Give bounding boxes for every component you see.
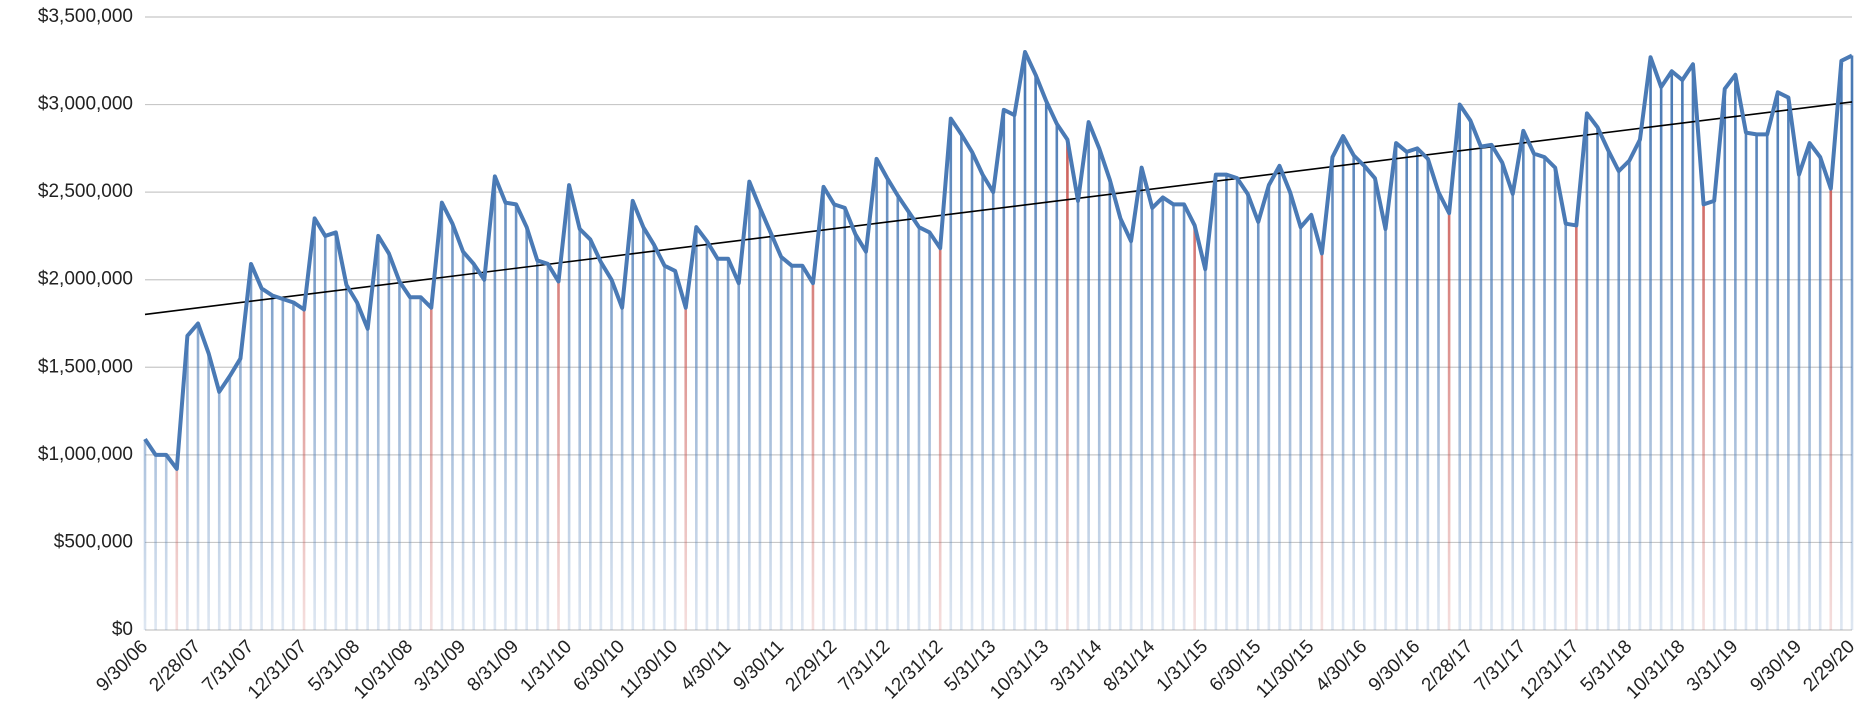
- x-tick-label: 3/31/09: [410, 636, 470, 696]
- x-tick-label: 10/31/13: [986, 636, 1053, 703]
- x-tick-label: 2/28/07: [145, 636, 205, 696]
- y-tick-label: $500,000: [54, 531, 133, 552]
- x-tick-label: 12/31/12: [880, 636, 947, 703]
- x-tick-label: 1/31/10: [516, 636, 576, 696]
- x-tick-label: 2/29/20: [1799, 636, 1859, 696]
- x-tick-label: 11/30/10: [616, 636, 682, 702]
- x-tick-label: 4/30/11: [677, 636, 736, 695]
- x-tick-label: 11/30/15: [1252, 636, 1318, 702]
- x-tick-label: 9/30/06: [92, 636, 152, 696]
- data-line: [143, 50, 1853, 471]
- y-tick-label: $1,000,000: [38, 444, 133, 465]
- x-tick-label: 12/31/17: [1516, 636, 1583, 703]
- x-tick-label: 9/30/16: [1365, 636, 1425, 696]
- y-tick-label: $1,500,000: [38, 356, 133, 377]
- y-tick-label: $2,500,000: [38, 181, 133, 202]
- x-tick-label: 8/31/09: [463, 636, 523, 696]
- x-tick-label: 10/31/18: [1622, 636, 1689, 703]
- y-tick-label: $2,000,000: [38, 269, 133, 290]
- x-tick-label: 9/30/19: [1746, 636, 1806, 696]
- x-tick-label: 1/31/15: [1153, 636, 1213, 696]
- trendline: [144, 101, 1853, 316]
- x-tick-label: 3/31/19: [1683, 636, 1743, 696]
- y-tick-label: $3,500,000: [38, 6, 133, 27]
- x-tick-label: 8/31/14: [1100, 636, 1160, 696]
- x-tick-label: 2/28/17: [1418, 636, 1478, 696]
- x-tick-label: 9/30/11: [730, 636, 789, 695]
- y-tick-label: $0: [112, 619, 133, 640]
- x-tick-label: 12/31/07: [244, 636, 311, 703]
- x-tick-label: 2/29/12: [782, 636, 842, 696]
- x-tick-label: 10/31/08: [350, 636, 417, 703]
- x-tick-label: 3/31/14: [1047, 636, 1107, 696]
- x-tick-label: 4/30/16: [1312, 636, 1372, 696]
- y-tick-label: $3,000,000: [38, 94, 133, 115]
